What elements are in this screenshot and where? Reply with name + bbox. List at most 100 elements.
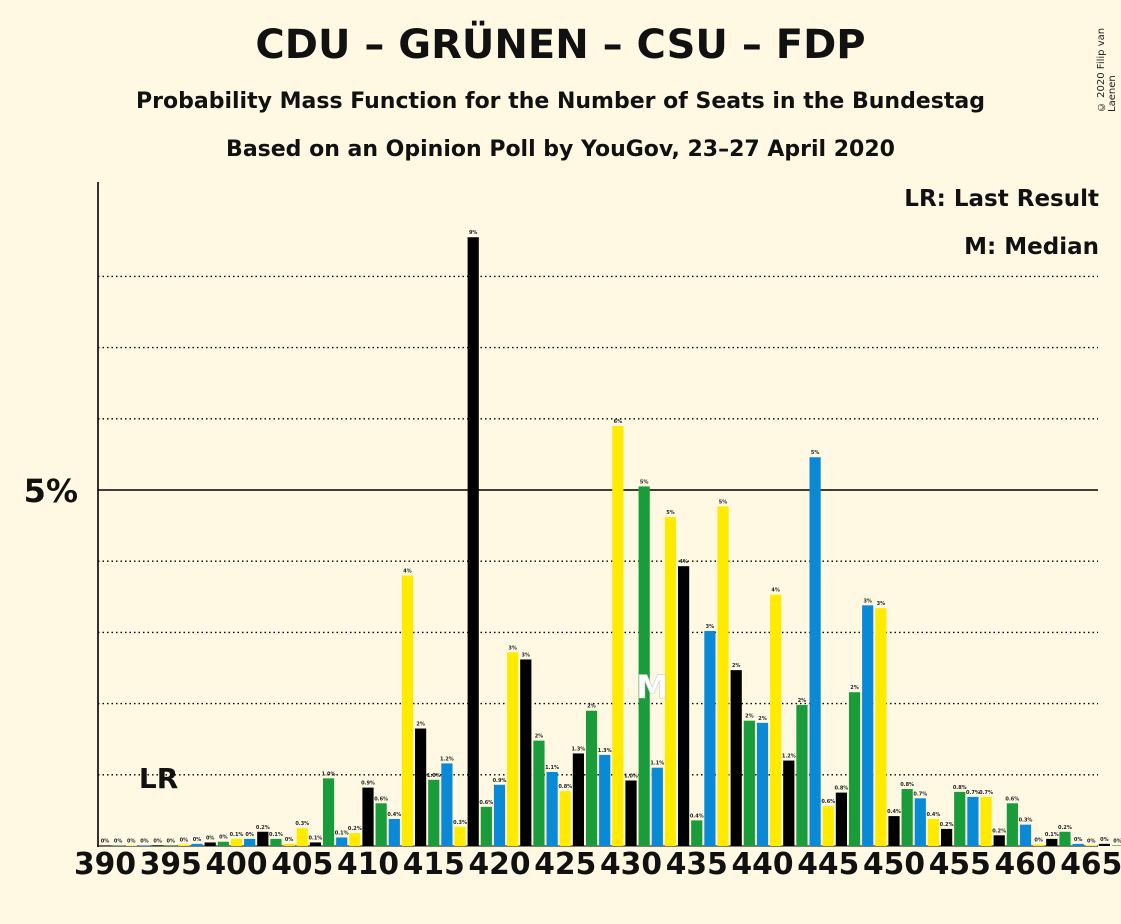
bar-value-label: 1.2% [440, 756, 454, 762]
bar-seat-466 [1098, 843, 1110, 846]
bar-seat-402 [257, 831, 269, 846]
bar-value-label: 9% [469, 230, 478, 236]
bar-value-label: 0.4% [887, 809, 901, 815]
bar-seat-415 [428, 779, 440, 846]
bar-seat-413 [401, 575, 414, 846]
bar-value-label: 2% [732, 663, 741, 669]
bar-value-label: 0.7% [966, 790, 980, 796]
bar-value-label: 2% [587, 704, 596, 710]
bar-value-label: 0% [114, 838, 123, 844]
bar-seat-439 [743, 720, 755, 846]
bar-value-label: 0.9% [493, 778, 507, 784]
bar-seat-419 [480, 806, 492, 846]
bar-seat-462 [1046, 838, 1058, 846]
bar-seat-443 [796, 705, 808, 846]
bar-value-label: 0.6% [374, 796, 388, 802]
bar-seat-395 [165, 845, 177, 846]
bar-seat-427 [585, 710, 598, 846]
bar-seat-418 [467, 237, 479, 847]
bar-seat-445 [822, 806, 834, 846]
bar-value-label: 2% [850, 685, 859, 691]
bar-value-label: 0% [1034, 838, 1043, 844]
bar-value-label: 1.1% [650, 761, 664, 767]
median-marker: M [636, 668, 668, 706]
bar-value-label: 0% [1087, 838, 1096, 844]
x-tick-label: 405 [271, 847, 333, 882]
x-tick-label: 425 [534, 847, 596, 882]
bar-seat-422 [520, 659, 532, 846]
bar-value-label: 0.4% [927, 812, 941, 818]
bar-value-label: 0% [193, 837, 202, 843]
bar-value-label: 0.3% [453, 820, 467, 826]
bar-seat-398 [204, 842, 216, 846]
bar-seat-404 [283, 843, 295, 846]
bar-seat-400 [230, 838, 243, 846]
bar-value-label: 0% [219, 835, 228, 841]
bar-value-label: 0% [206, 835, 215, 841]
bar-value-label: 6% [614, 419, 623, 425]
bar-value-label: 0% [245, 832, 254, 838]
bar-value-label: 0.2% [992, 828, 1006, 834]
bar-seat-458 [993, 835, 1005, 846]
last-result-marker: LR [139, 762, 178, 795]
x-tick-label: 450 [863, 847, 925, 882]
bar-seat-412 [388, 818, 400, 846]
bar-seat-431 [638, 486, 650, 846]
bar-value-label: 5% [719, 499, 728, 505]
x-tick-label: 445 [797, 847, 859, 882]
x-tick-label: 460 [995, 847, 1057, 882]
bar-seat-429 [612, 425, 624, 846]
bar-value-label: 0.1% [230, 832, 244, 838]
bar-seat-407 [322, 778, 335, 846]
bar-value-label: 0.6% [821, 799, 835, 805]
bar-seat-436 [704, 630, 716, 846]
chart-source: Based on an Opinion Poll by YouGov, 23–2… [226, 137, 895, 162]
bar-value-label: 0.9% [361, 781, 375, 787]
x-tick-label: 440 [732, 847, 794, 882]
bar-seat-396 [178, 844, 190, 846]
bar-value-label: 0.7% [979, 790, 993, 796]
bar-value-label: 1.0% [427, 773, 441, 779]
bar-seat-420 [493, 784, 506, 846]
bar-seat-444 [809, 457, 821, 846]
bar-value-label: 0.1% [335, 830, 349, 836]
bar-value-label: 0.2% [256, 825, 270, 831]
bar-value-label: 0.8% [834, 786, 848, 792]
x-tick-label: 435 [666, 847, 728, 882]
bar-value-label: 1.3% [598, 748, 612, 754]
bar-value-label: 0.3% [1019, 818, 1033, 824]
bar-seat-399 [217, 841, 229, 846]
x-tick-label: 465 [1060, 847, 1121, 882]
bar-value-label: 2% [535, 734, 544, 740]
bar-seat-425 [559, 791, 571, 846]
bar-seat-421 [507, 652, 519, 846]
bar-value-label: 0.2% [348, 826, 362, 832]
bar-seat-408 [336, 837, 348, 846]
bar-seat-457 [980, 796, 992, 846]
bar-seat-446 [835, 792, 847, 846]
bar-seat-456 [967, 796, 979, 846]
bar-seat-405 [296, 828, 308, 846]
bar-seat-424 [546, 771, 558, 846]
bar-seat-391 [112, 845, 124, 846]
x-tick-label: 455 [929, 847, 991, 882]
bar-value-label: 0% [153, 838, 162, 844]
bar-seat-454 [941, 828, 953, 846]
bar-value-label: 0% [101, 838, 110, 844]
y-axis-label-5-percent: 5% [24, 472, 78, 510]
bar-value-label: 2% [758, 716, 767, 722]
bar-seat-430 [625, 780, 637, 846]
bar-seat-460 [1019, 824, 1032, 846]
bar-seat-448 [862, 605, 874, 846]
bar-seat-392 [125, 845, 137, 846]
bar-seat-416 [441, 763, 453, 846]
bar-seat-433 [664, 517, 677, 846]
bar-value-label: 1.2% [782, 754, 796, 760]
x-tick-label: 390 [74, 847, 136, 882]
bar-value-label: 1.0% [624, 773, 638, 779]
bar-seat-455 [954, 791, 966, 846]
bar-seat-428 [599, 754, 611, 846]
bar-value-label: 0.6% [479, 800, 493, 806]
bar-seat-435 [691, 820, 703, 846]
